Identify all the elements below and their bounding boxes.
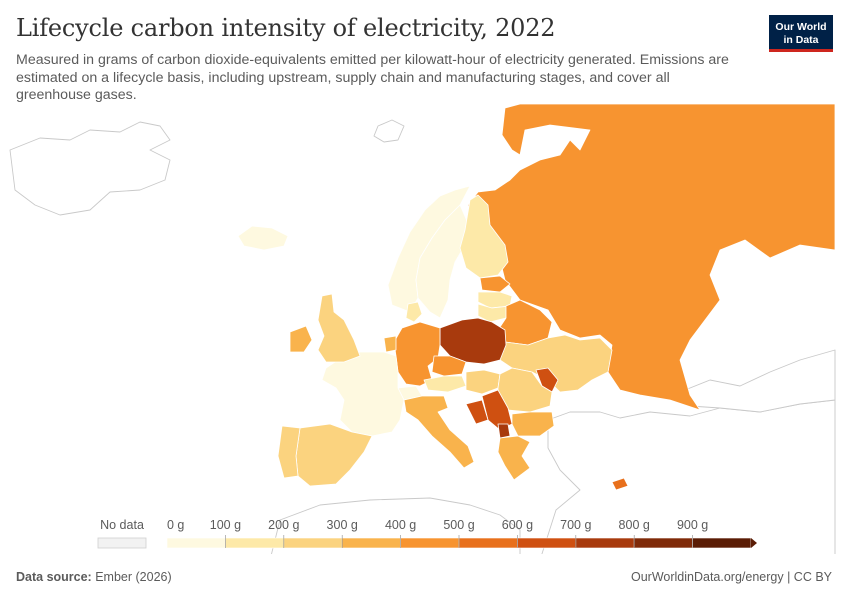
legend-tick-label: 800 g <box>619 518 650 532</box>
data-source-label: Data source: <box>16 570 92 584</box>
legend-bin[interactable] <box>633 537 693 549</box>
legend-bin[interactable] <box>517 537 577 549</box>
legend-no-data-label: No data <box>100 518 144 532</box>
legend-tick-label: 100 g <box>210 518 241 532</box>
country-bosnia[interactable] <box>465 399 489 425</box>
legend-tick-label: 0 g <box>167 518 184 532</box>
country-denmark[interactable] <box>405 301 423 323</box>
legend-tick-label: 900 g <box>677 518 708 532</box>
country-moldova[interactable] <box>535 367 559 393</box>
caucasus-outline <box>679 349 836 413</box>
legend-bin[interactable] <box>283 537 343 549</box>
country-hungary[interactable] <box>465 369 501 395</box>
footer-url[interactable]: OurWorldinData.org/energy | CC BY <box>630 570 832 584</box>
chart-subtitle: Measured in grams of carbon dioxide-equi… <box>16 52 729 103</box>
country-france[interactable] <box>321 351 405 437</box>
logo-line-2: in Data <box>783 33 819 46</box>
map-legend: No data 0 g 100 g 200 g 300 g 400 g 500 g 600 … <box>97 518 757 549</box>
legend-no-data-swatch <box>97 537 147 549</box>
legend-bin[interactable] <box>458 537 518 549</box>
country-czechia[interactable] <box>431 355 467 377</box>
countries <box>237 104 836 491</box>
country-greece[interactable] <box>497 435 531 481</box>
svalbard-outline <box>373 119 405 143</box>
country-poland[interactable] <box>439 317 507 365</box>
country-kosovo[interactable] <box>497 423 511 439</box>
country-uk[interactable] <box>317 293 361 363</box>
country-italy[interactable] <box>403 395 475 469</box>
country-portugal[interactable] <box>277 425 301 479</box>
legend-tick-label: 700 g <box>560 518 591 532</box>
legend-tick-label: 300 g <box>327 518 358 532</box>
country-iceland[interactable] <box>237 225 289 251</box>
country-germany[interactable] <box>393 321 441 387</box>
legend-bin[interactable] <box>166 537 226 549</box>
country-austria[interactable] <box>423 375 467 393</box>
country-ireland[interactable] <box>289 325 313 353</box>
legend-arrow <box>751 538 757 548</box>
legend-tick-label: 600 g <box>502 518 533 532</box>
country-cyprus[interactable] <box>611 477 629 491</box>
data-source-value: Ember (2026) <box>95 570 172 584</box>
legend-bin[interactable] <box>400 537 460 549</box>
europe-map: No data 0 g 100 g 200 g 300 g 400 g 500 g 600 … <box>9 104 836 554</box>
country-russia[interactable] <box>467 104 836 411</box>
legend-tick-label: 200 g <box>268 518 299 532</box>
legend-bin[interactable] <box>225 537 285 549</box>
greenland-outline <box>9 121 171 216</box>
legend-tick-label: 400 g <box>385 518 416 532</box>
country-bulgaria[interactable] <box>511 411 555 437</box>
legend-bin[interactable] <box>575 537 635 549</box>
legend-tick-label: 500 g <box>443 518 474 532</box>
data-source: Data source: Ember (2026) <box>16 570 172 584</box>
legend-bin[interactable] <box>692 537 752 549</box>
logo-line-1: Our World <box>775 21 827 33</box>
country-estonia[interactable] <box>479 275 511 293</box>
chart-title: Lifecycle carbon intensity of electricit… <box>16 14 556 42</box>
country-finland[interactable] <box>459 194 509 279</box>
country-netherlands[interactable] <box>383 335 397 353</box>
legend-bin[interactable] <box>341 537 401 549</box>
owid-logo[interactable]: Our World in Data <box>769 15 833 52</box>
